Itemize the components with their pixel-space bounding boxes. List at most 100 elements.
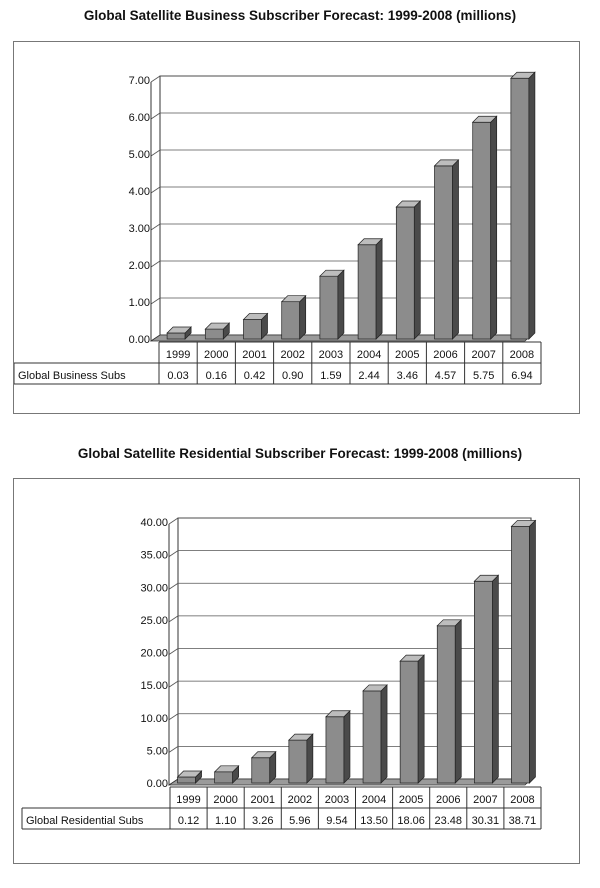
chart-title-residential: Global Satellite Residential Subscriber … bbox=[77, 446, 523, 461]
business-category-label: 2004 bbox=[357, 349, 381, 361]
chart-panel-residential: 0.00 5.00 10.00 15.00 20.00 25.00 30.00 35.00 40… bbox=[13, 478, 580, 864]
residential-bar-top bbox=[362, 684, 388, 692]
residential-bar-top bbox=[213, 765, 240, 773]
residential-y-tick-label: 10.00 bbox=[140, 713, 168, 725]
business-data-label: 0.90 bbox=[282, 370, 303, 382]
residential-category-label: 2008 bbox=[510, 794, 534, 806]
business-data-label: 0.42 bbox=[244, 370, 265, 382]
business-data-label: 0.16 bbox=[206, 370, 227, 382]
business-y-tick-label: 1.00 bbox=[129, 297, 150, 309]
residential-gridline-side bbox=[168, 550, 179, 557]
business-bar-top bbox=[395, 200, 422, 208]
business-category-label: 2003 bbox=[319, 349, 343, 361]
business-gridline-side bbox=[150, 149, 161, 157]
residential-category-label: 1999 bbox=[176, 794, 200, 806]
residential-bar-top bbox=[510, 520, 537, 527]
residential-y-tick-label: 5.00 bbox=[147, 745, 168, 757]
business-y-tick-label: 6.00 bbox=[129, 112, 150, 124]
residential-bar-top bbox=[473, 574, 500, 582]
residential-data-label: 3.26 bbox=[252, 815, 273, 827]
business-bar bbox=[166, 332, 186, 340]
business-category-label: 2002 bbox=[280, 349, 304, 361]
residential-gridline-side bbox=[168, 746, 179, 753]
residential-series-name: Global Residential Subs bbox=[26, 815, 144, 827]
business-bar-side bbox=[452, 159, 459, 340]
business-gridline-side bbox=[150, 297, 161, 305]
residential-bar bbox=[288, 739, 308, 784]
residential-data-label: 18.06 bbox=[397, 815, 425, 827]
business-data-label: 2.44 bbox=[358, 370, 379, 382]
residential-bar-side bbox=[380, 684, 388, 784]
business-bar bbox=[357, 244, 377, 340]
residential-bar-top bbox=[436, 619, 463, 627]
business-bar-top bbox=[510, 71, 536, 79]
residential-category-label: 2003 bbox=[325, 794, 349, 806]
business-bar-side bbox=[490, 115, 498, 340]
business-bar bbox=[319, 275, 339, 340]
business-bar-top bbox=[166, 326, 192, 334]
business-bar-top bbox=[433, 159, 460, 167]
residential-category-label: 2004 bbox=[362, 794, 386, 806]
business-bar-top bbox=[280, 295, 307, 303]
business-bar-side bbox=[299, 294, 307, 340]
business-category-label: 2007 bbox=[471, 349, 495, 361]
business-bar-side bbox=[337, 269, 345, 340]
business-bar bbox=[281, 301, 301, 340]
business-y-tick-label: 2.00 bbox=[129, 260, 150, 272]
business-gridline-side bbox=[150, 223, 161, 231]
business-bar bbox=[243, 319, 262, 340]
business-bar bbox=[204, 328, 224, 340]
residential-gridline-side bbox=[168, 680, 179, 688]
residential-bar bbox=[474, 580, 493, 784]
business-category-label: 2000 bbox=[204, 349, 228, 361]
residential-bar-top bbox=[288, 733, 314, 741]
business-bar-top bbox=[319, 269, 345, 277]
business-y-tick-label: 7.00 bbox=[129, 75, 150, 87]
residential-gridline-side bbox=[168, 517, 179, 525]
residential-data-label: 9.54 bbox=[326, 815, 347, 827]
business-gridline-side bbox=[150, 260, 161, 268]
chart-title-business: Global Satellite Business Subscriber For… bbox=[83, 8, 517, 23]
residential-bar-side bbox=[343, 709, 351, 784]
residential-y-tick-label: 25.00 bbox=[140, 615, 168, 627]
business-data-label: 1.59 bbox=[320, 370, 341, 382]
business-category-label: 2005 bbox=[395, 349, 419, 361]
residential-bar bbox=[362, 690, 382, 784]
business-bar-top bbox=[204, 322, 231, 330]
business-series-name: Global Business Subs bbox=[18, 370, 126, 382]
residential-y-tick-label: 20.00 bbox=[140, 648, 168, 660]
residential-bar bbox=[399, 660, 419, 784]
residential-category-label: 2007 bbox=[473, 794, 497, 806]
residential-y-tick-label: 40.00 bbox=[140, 517, 168, 529]
business-data-label: 3.46 bbox=[397, 370, 418, 382]
business-bar bbox=[395, 206, 415, 340]
chart-panel-business: 0.00 1.00 2.00 3.00 4.00 5.00 6.00 7.00 1999 0.03… bbox=[13, 41, 580, 414]
residential-category-label: 2002 bbox=[288, 794, 312, 806]
residential-bar-side bbox=[417, 654, 425, 784]
residential-data-label: 5.96 bbox=[289, 815, 310, 827]
business-category-label: 2008 bbox=[510, 349, 534, 361]
business-gridline-side bbox=[150, 112, 161, 120]
business-gridline-side bbox=[150, 75, 161, 83]
residential-gridline-side bbox=[168, 615, 179, 623]
business-bar-top bbox=[357, 238, 383, 246]
business-data-label: 0.03 bbox=[167, 370, 188, 382]
residential-category-label: 2006 bbox=[436, 794, 460, 806]
residential-bar-top bbox=[176, 770, 203, 778]
residential-data-label: 30.31 bbox=[472, 815, 500, 827]
residential-bar-side bbox=[454, 618, 462, 784]
residential-bar bbox=[177, 776, 196, 784]
residential-category-label: 2005 bbox=[399, 794, 423, 806]
business-bar-side bbox=[375, 237, 383, 340]
residential-gridline-side bbox=[168, 713, 179, 721]
residential-y-tick-label: 15.00 bbox=[140, 680, 168, 692]
business-bar-side bbox=[413, 200, 421, 340]
business-data-label: 6.94 bbox=[511, 370, 532, 382]
business-y-tick-label: 4.00 bbox=[129, 186, 150, 198]
business-y-tick-label: 5.00 bbox=[129, 149, 150, 161]
residential-category-label: 2000 bbox=[213, 794, 237, 806]
residential-bar bbox=[325, 716, 345, 784]
residential-y-tick-label: 0.00 bbox=[147, 778, 168, 790]
residential-gridline-side bbox=[168, 648, 179, 655]
business-bar-top bbox=[471, 115, 498, 123]
